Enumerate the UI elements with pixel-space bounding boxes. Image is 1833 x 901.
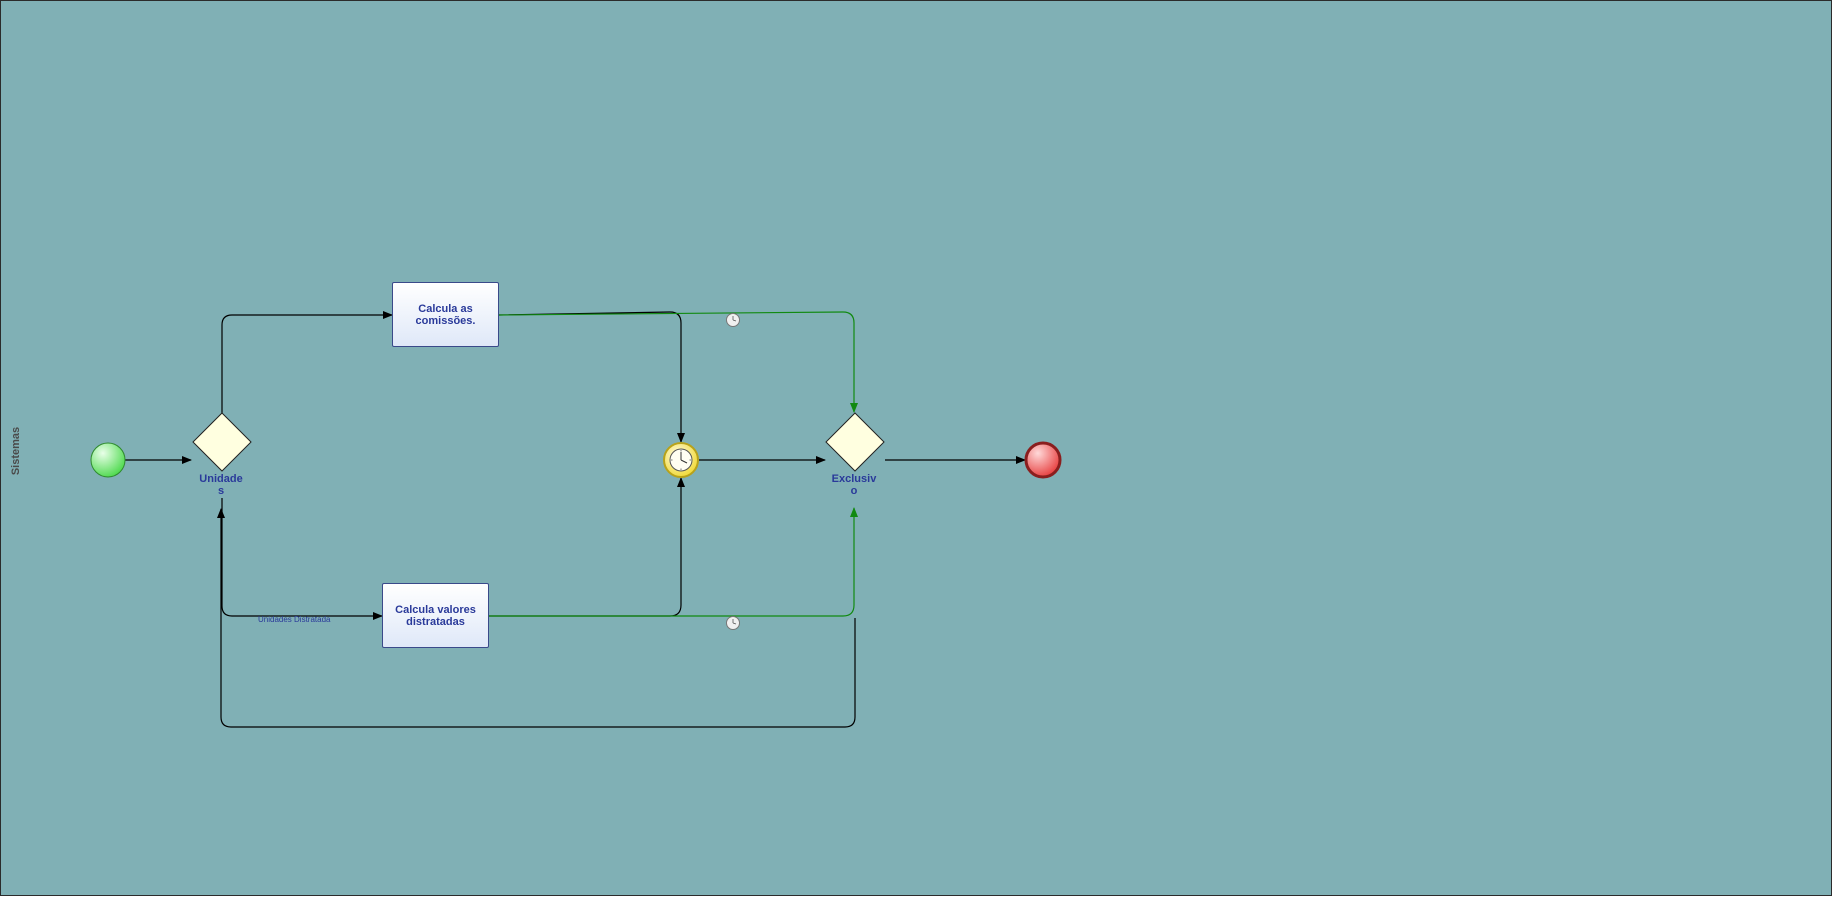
flow-split-to-commissions[interactable] [221, 311, 393, 414]
start-event[interactable] [90, 442, 126, 478]
flow-cancelled-to-merge[interactable] [489, 507, 858, 617]
cancelled-units-flow-label: Unidades Distratada [258, 615, 331, 624]
flow-split-to-cancelled[interactable] [221, 498, 383, 620]
merge-gateway[interactable] [825, 412, 885, 472]
flow-commissions-to-merge[interactable] [497, 311, 858, 413]
timer-event[interactable] [663, 442, 699, 478]
end-event[interactable] [1024, 441, 1062, 479]
clock-badge-icon [726, 313, 740, 327]
commissions-task[interactable]: Calcula as comissões. [392, 282, 499, 347]
flow-loop-bottom[interactable] [217, 508, 856, 728]
cancelled-task[interactable]: Calcula valores distratadas [382, 583, 489, 648]
merge-gateway-label: Exclusiv o [831, 473, 877, 497]
split-gateway-label: Unidade s [199, 473, 243, 497]
clock-badge-icon [726, 616, 740, 630]
flow-cancelled-to-timer[interactable] [489, 477, 685, 617]
split-gateway[interactable] [192, 412, 252, 472]
clock-icon [669, 448, 693, 472]
flow-commissions-to-timer[interactable] [497, 311, 685, 443]
